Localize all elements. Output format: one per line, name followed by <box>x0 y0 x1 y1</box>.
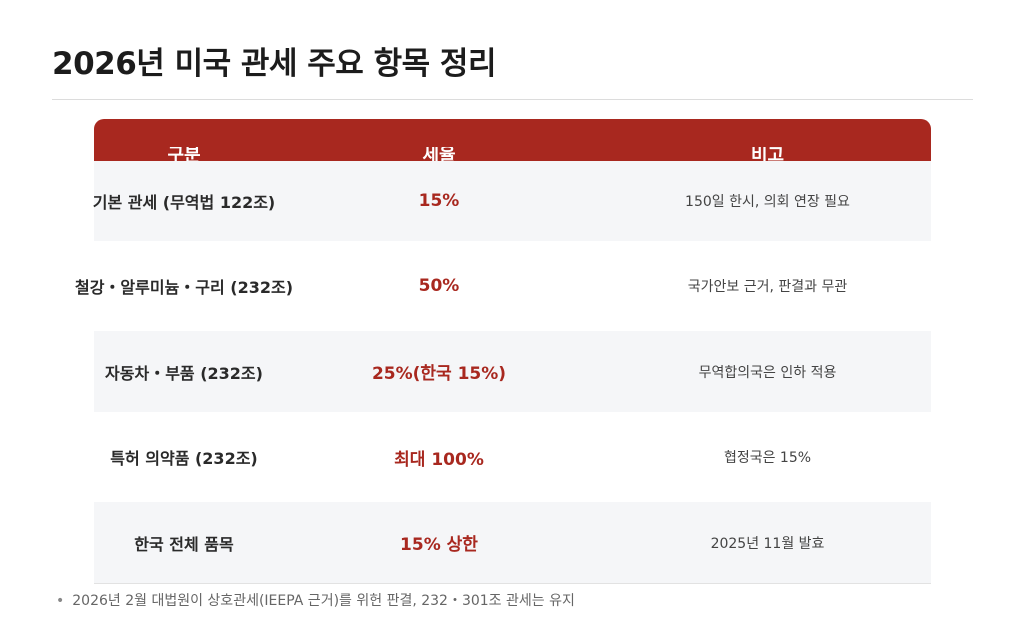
table-row: 자동차・부품 (232조) 25%(한국 15%) 무역합의국은 인하 적용 <box>94 331 931 412</box>
header-category: 구분 <box>167 147 201 161</box>
row-note: 150일 한시, 의회 연장 필요 <box>685 194 850 210</box>
table-row: 한국 전체 품목 15% 상한 2025년 11월 발효 <box>94 502 931 584</box>
table-row: 철강・알루미늄・구리 (232조) 50% 국가안보 근거, 판결과 무관 <box>74 241 931 331</box>
row-note: 국가안보 근거, 판결과 무관 <box>687 279 848 295</box>
row-rate: 25%(한국 15%) <box>371 364 507 384</box>
table-header: 구분 세율 비고 <box>94 119 931 161</box>
tariff-table: 구분 세율 비고 기본 관세 (무역법 122조) 15% 150일 한시, 의… <box>74 119 931 584</box>
row-note: 협정국은 15% <box>723 450 812 466</box>
table-row: 기본 관세 (무역법 122조) 15% 150일 한시, 의회 연장 필요 <box>92 161 931 241</box>
title-divider <box>52 99 973 100</box>
row-category: 기본 관세 (무역법 122조) <box>92 193 276 212</box>
row-rate: 15% <box>418 191 460 211</box>
row-category: 자동차・부품 (232조) <box>105 363 263 383</box>
row-category: 철강・알루미늄・구리 (232조) <box>74 278 294 297</box>
row-rate: 50% <box>418 276 460 296</box>
row-category: 특허 의약품 (232조) <box>110 449 258 468</box>
table-row: 특허 의약품 (232조) 최대 100% 협정국은 15% <box>94 412 931 502</box>
row-note: 무역합의국은 인하 적용 <box>698 364 837 381</box>
header-note: 비고 <box>750 147 785 161</box>
footnote-text: 2026년 2월 대법원이 상호관세(IEEPA 근거)를 위헌 판결, 232… <box>72 593 575 609</box>
footnote: • 2026년 2월 대법원이 상호관세(IEEPA 근거)를 위헌 판결, 23… <box>56 590 575 610</box>
row-note: 2025년 11월 발효 <box>710 535 825 552</box>
row-category: 한국 전체 품목 <box>134 534 234 554</box>
page-title: 2026년 미국 관세 주요 항목 정리 <box>52 46 496 82</box>
row-rate: 최대 100% <box>394 449 484 470</box>
row-rate: 15% 상한 <box>400 535 478 555</box>
bullet-icon: • <box>56 593 65 609</box>
header-rate: 세율 <box>422 147 456 161</box>
